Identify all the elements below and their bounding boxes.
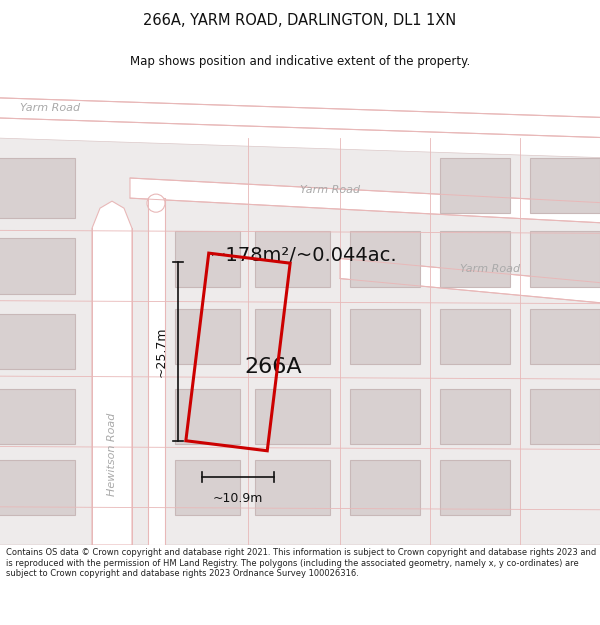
Bar xyxy=(530,231,600,287)
Bar xyxy=(350,389,420,444)
Bar xyxy=(0,238,75,294)
Bar xyxy=(530,309,600,364)
Bar xyxy=(255,459,330,515)
Bar xyxy=(175,389,240,444)
Bar xyxy=(440,158,510,213)
Bar xyxy=(255,231,330,287)
Bar xyxy=(0,389,75,444)
Bar xyxy=(255,389,330,444)
Bar xyxy=(350,231,420,287)
Text: Yarm Road: Yarm Road xyxy=(20,102,80,112)
Bar xyxy=(530,389,600,444)
Polygon shape xyxy=(340,259,600,304)
Bar xyxy=(255,309,330,364)
Bar xyxy=(440,389,510,444)
Text: ~25.7m: ~25.7m xyxy=(155,327,168,378)
Bar xyxy=(175,459,240,515)
Bar xyxy=(350,309,420,364)
Text: Map shows position and indicative extent of the property.: Map shows position and indicative extent… xyxy=(130,56,470,68)
Text: 266A, YARM ROAD, DARLINGTON, DL1 1XN: 266A, YARM ROAD, DARLINGTON, DL1 1XN xyxy=(143,13,457,28)
Text: 266A: 266A xyxy=(244,357,302,377)
Bar xyxy=(175,231,240,287)
Bar xyxy=(175,309,240,364)
Text: ~10.9m: ~10.9m xyxy=(213,492,263,505)
Polygon shape xyxy=(148,198,165,545)
Text: Yarm Road: Yarm Road xyxy=(460,264,520,274)
Bar xyxy=(440,309,510,364)
Text: ~178m²/~0.044ac.: ~178m²/~0.044ac. xyxy=(210,246,398,265)
Bar xyxy=(530,158,600,213)
Text: Hewitson Road: Hewitson Road xyxy=(107,413,117,496)
Bar xyxy=(440,231,510,287)
Bar xyxy=(0,158,75,218)
Bar xyxy=(0,459,75,515)
Circle shape xyxy=(147,194,165,213)
Text: Yarm Road: Yarm Road xyxy=(300,185,360,195)
Polygon shape xyxy=(0,138,600,545)
Polygon shape xyxy=(0,98,600,138)
Bar xyxy=(350,459,420,515)
Polygon shape xyxy=(130,178,600,223)
Bar xyxy=(0,314,75,369)
Text: Contains OS data © Crown copyright and database right 2021. This information is : Contains OS data © Crown copyright and d… xyxy=(6,548,596,578)
Polygon shape xyxy=(92,201,132,545)
Bar xyxy=(440,459,510,515)
